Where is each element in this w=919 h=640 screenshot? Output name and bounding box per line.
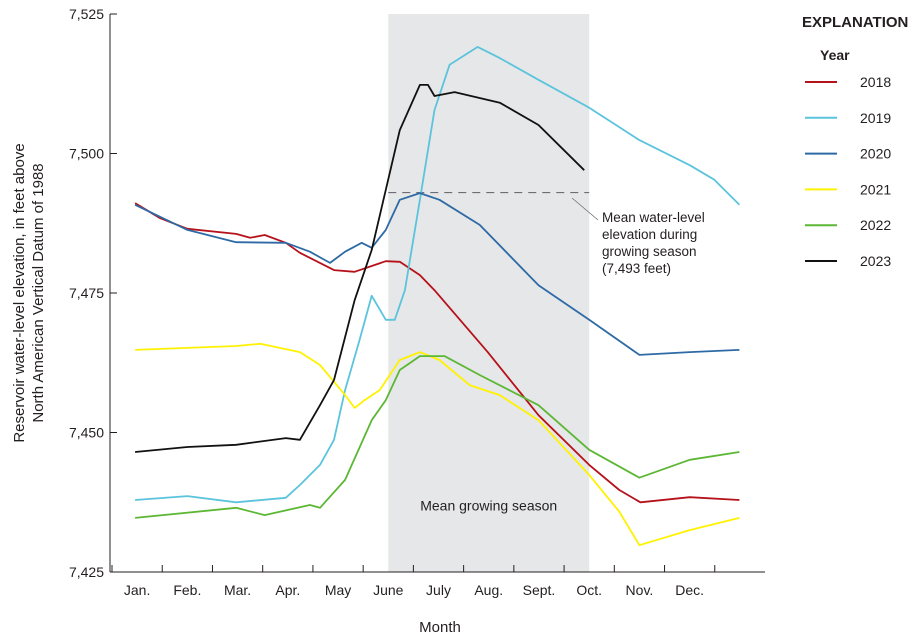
annotation-line: (7,493 feet) xyxy=(602,261,671,276)
x-tick-label: Nov. xyxy=(626,582,654,598)
legend-label-2018: 2018 xyxy=(860,74,891,90)
y-axis-title-line: North American Vertical Datum of 1988 xyxy=(30,163,47,422)
x-tick-label: June xyxy=(373,582,404,598)
y-axis-title-line: Reservoir water-level elevation, in feet… xyxy=(11,143,28,442)
annotation-line: elevation during xyxy=(602,227,697,242)
legend-label-2022: 2022 xyxy=(860,217,891,233)
x-tick-label: Mar. xyxy=(224,582,251,598)
annotation-leader xyxy=(571,197,599,221)
series-line-2022 xyxy=(135,355,740,519)
y-tick-label: 7,475 xyxy=(69,285,104,301)
annotation-line: Mean water-level xyxy=(602,210,705,225)
growing-season-label: Mean growing season xyxy=(420,498,557,514)
x-tick-label: Dec. xyxy=(675,582,704,598)
x-tick-label: Sept. xyxy=(523,582,556,598)
x-tick-label: Apr. xyxy=(275,582,300,598)
x-tick-label: Oct. xyxy=(576,582,602,598)
x-tick-label: July xyxy=(426,582,451,598)
y-axis-title: Reservoir water-level elevation, in feet… xyxy=(11,143,47,442)
x-tick-label: Jan. xyxy=(124,582,150,598)
y-tick-label: 7,425 xyxy=(69,564,104,580)
x-axis-title: Month xyxy=(419,619,461,636)
y-tick-label: 7,525 xyxy=(69,6,104,22)
series-line-2020 xyxy=(134,192,740,356)
series-line-2023 xyxy=(135,84,585,453)
legend-label-2021: 2021 xyxy=(860,181,891,197)
x-tick-label: Feb. xyxy=(173,582,201,598)
legend-label-2023: 2023 xyxy=(860,253,891,269)
y-tick-label: 7,500 xyxy=(69,146,104,162)
x-tick-label: May xyxy=(325,582,351,598)
legend-label-2019: 2019 xyxy=(860,110,891,126)
growing-season-shading xyxy=(388,14,590,572)
legend-title: EXPLANATION xyxy=(802,14,908,31)
series-line-2019 xyxy=(135,46,741,504)
x-tick-label: Aug. xyxy=(474,582,503,598)
y-tick-label: 7,450 xyxy=(69,425,104,441)
mean-level-annotation: Mean water-level elevation during growin… xyxy=(602,210,705,276)
series-line-2021 xyxy=(135,342,740,547)
legend-subtitle: Year xyxy=(820,47,850,63)
annotation-line: growing season xyxy=(602,244,697,259)
legend-label-2020: 2020 xyxy=(860,146,891,162)
series-line-2018 xyxy=(134,202,740,504)
